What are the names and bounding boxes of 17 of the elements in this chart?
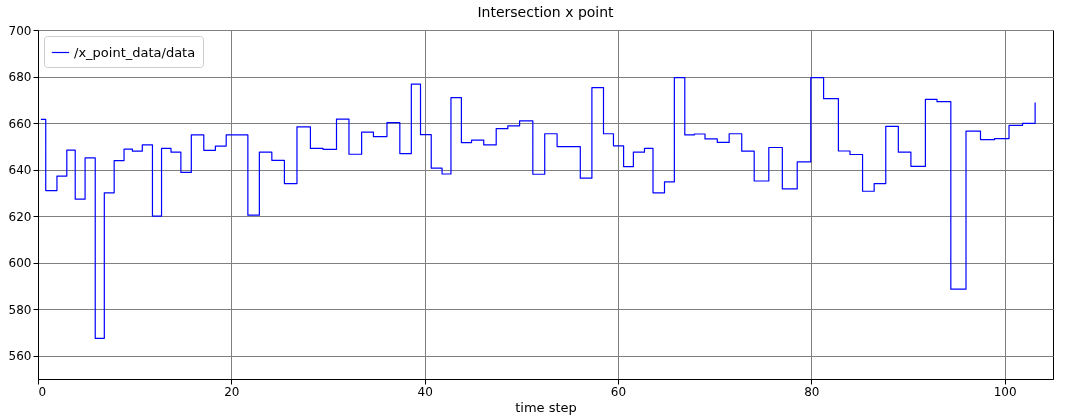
x-tick-label: 20 bbox=[224, 384, 240, 399]
y-tick-label: 560 bbox=[8, 349, 32, 364]
y-tick-label: 620 bbox=[8, 209, 32, 224]
x-tick-label: 40 bbox=[417, 384, 433, 399]
y-tick-label: 700 bbox=[8, 23, 32, 38]
x-axis-title: time step bbox=[515, 399, 577, 415]
chart-title: Intersection x point bbox=[477, 4, 615, 20]
y-tick-label: 640 bbox=[8, 163, 32, 178]
y-tick-label: 680 bbox=[8, 70, 32, 85]
x-tick-label: 60 bbox=[610, 384, 627, 399]
y-tick-label: 600 bbox=[8, 256, 32, 271]
x-tick-label: 0 bbox=[38, 384, 47, 399]
x-tick-label: 100 bbox=[993, 384, 1017, 399]
y-tick-label: 580 bbox=[8, 302, 32, 317]
y-tick-label: 660 bbox=[8, 116, 32, 131]
legend-label: /x_point_data/data bbox=[74, 44, 196, 60]
x-tick-label: 80 bbox=[804, 384, 820, 399]
